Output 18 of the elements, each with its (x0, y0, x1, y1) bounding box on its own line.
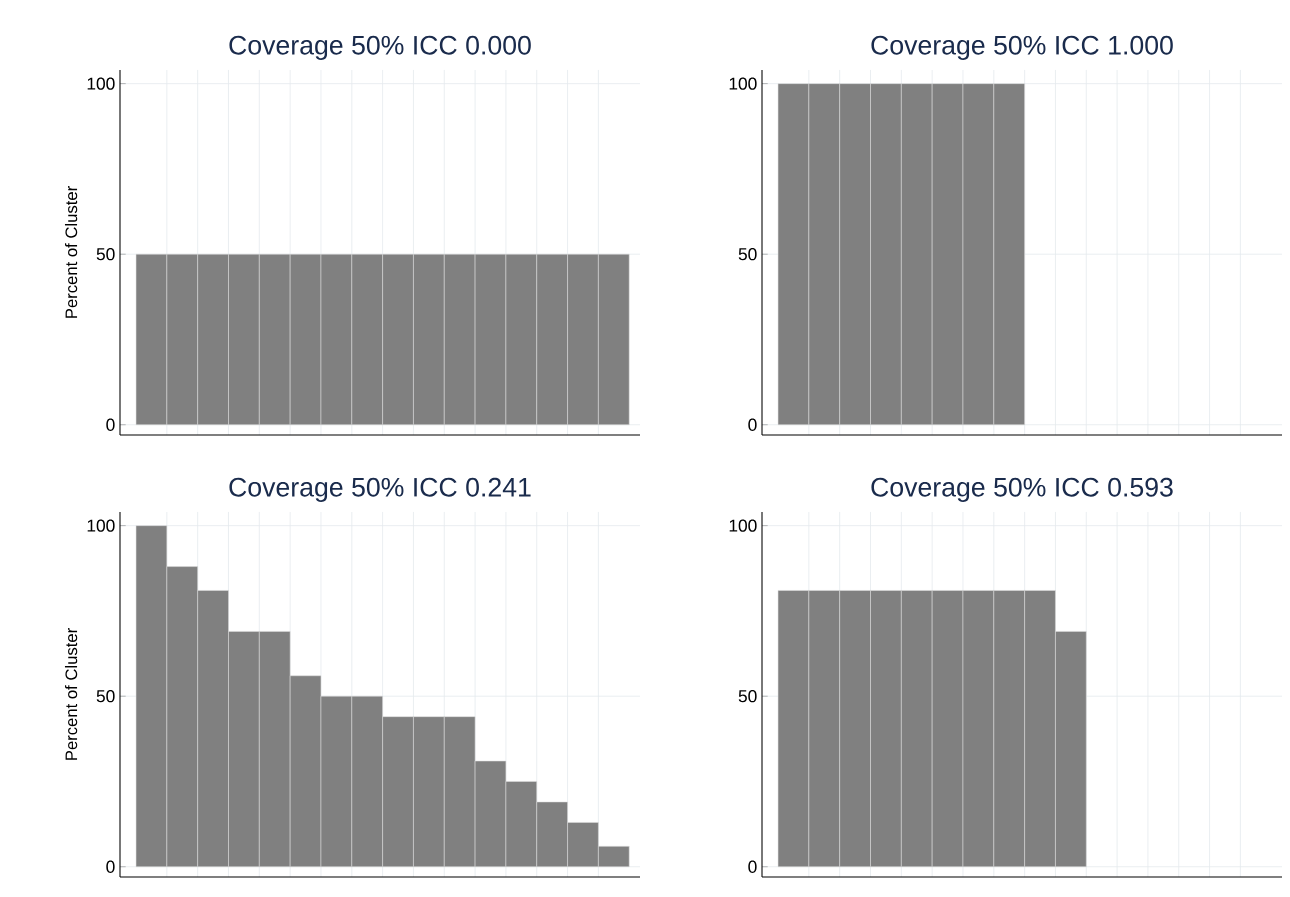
y-tick-label: 100 (87, 519, 115, 532)
y-tick-label: 0 (106, 860, 115, 873)
chart-title: Coverage 50% ICC 0.000 (229, 35, 531, 60)
chart-title: Coverage 50% ICC 0.241 (229, 477, 531, 502)
chart-title: Coverage 50% ICC 1.000 (871, 35, 1173, 60)
y-tick-label: 100 (729, 77, 757, 90)
y-tick-label: 0 (106, 418, 115, 431)
y-tick-label: 50 (738, 690, 757, 703)
y-axis-title: Percent of Cluster (64, 628, 78, 760)
y-tick-label: 100 (87, 77, 115, 90)
y-tick-label: 50 (96, 690, 115, 703)
y-tick-label: 100 (729, 519, 757, 532)
y-axis-title: Percent of Cluster (64, 186, 78, 318)
y-tick-label: 50 (96, 248, 115, 261)
y-tick-label: 50 (738, 248, 757, 261)
chart-title: Coverage 50% ICC 0.593 (871, 477, 1173, 502)
y-tick-label: 0 (748, 418, 757, 431)
y-tick-label: 0 (748, 860, 757, 873)
